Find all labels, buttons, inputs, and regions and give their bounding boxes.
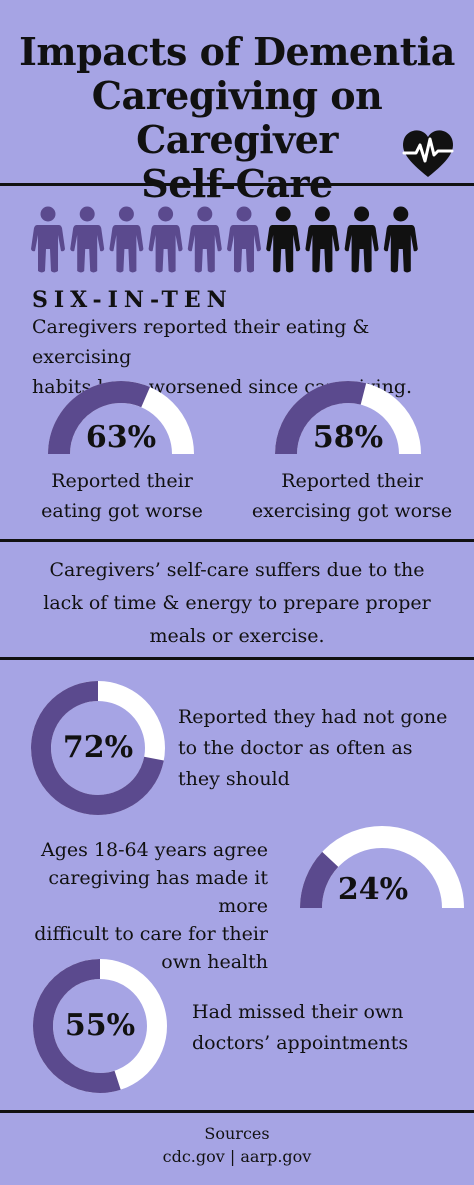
stat-doctor-visits-caption: Reported they had not gone to the doctor… bbox=[178, 702, 468, 795]
stat-missed-appointments-caption-line-1: Had missed their own bbox=[192, 1001, 404, 1023]
gauge-own-health bbox=[300, 826, 464, 909]
gauge-exercising bbox=[275, 381, 421, 455]
person-icon bbox=[31, 206, 65, 273]
stat-exercising-caption: Reported their exercising got worse bbox=[238, 466, 466, 526]
person-icon bbox=[383, 206, 418, 273]
stat-exercising-caption-line-1: Reported their bbox=[281, 470, 423, 492]
stat-doctor-visits-caption-line-1: Reported they had not gone bbox=[178, 706, 448, 728]
person-icon bbox=[187, 206, 222, 273]
stat-own-health-caption-line-3: difficult to care for their bbox=[34, 923, 268, 945]
gauge-eating-fill bbox=[48, 381, 150, 455]
divider-2 bbox=[0, 539, 474, 542]
stat-own-health-caption: Ages 18-64 years agree caregiving has ma… bbox=[10, 836, 268, 976]
sources-heading: Sources bbox=[204, 1124, 270, 1143]
stat-doctor-visits-caption-line-2: to the doctor as often as bbox=[178, 737, 413, 759]
person-icon bbox=[344, 206, 379, 273]
stat-exercising-caption-line-2: exercising got worse bbox=[251, 500, 453, 522]
title-line-1: Impacts of Dementia bbox=[19, 29, 455, 74]
middle-note-line-1: Caregivers’ self-care suffers due to the bbox=[49, 559, 425, 581]
six-in-ten-label: SIX-IN-TEN bbox=[32, 287, 233, 313]
middle-note-line-3: meals or exercise. bbox=[149, 625, 325, 647]
sources: Sources cdc.gov | aarp.gov bbox=[0, 1122, 474, 1168]
stat-exercising-value: 58% bbox=[312, 420, 384, 455]
ring-missed-appointments-fill bbox=[33, 959, 121, 1093]
person-icon bbox=[148, 206, 183, 273]
gauge-eating bbox=[48, 381, 194, 455]
ring-doctor-visits bbox=[31, 681, 165, 815]
gauge-exercising-fill bbox=[275, 381, 367, 455]
stat-own-health-value: 24% bbox=[337, 872, 409, 907]
stat-eating-value: 63% bbox=[85, 420, 157, 455]
stat-missed-appointments-value: 55% bbox=[64, 1008, 136, 1043]
heartbeat-icon bbox=[402, 130, 454, 177]
stat-own-health-caption-line-1: Ages 18-64 years agree bbox=[41, 839, 268, 861]
page-title: Impacts of Dementia Caregiving on Caregi… bbox=[0, 30, 474, 206]
person-icon bbox=[305, 206, 340, 273]
person-icon bbox=[266, 206, 301, 273]
six-in-ten-line-1: Caregivers reported their eating & exerc… bbox=[32, 316, 370, 368]
people-icon-row bbox=[31, 206, 418, 273]
stat-eating-caption-line-1: Reported their bbox=[51, 470, 193, 492]
divider-1 bbox=[0, 183, 474, 186]
stat-own-health-caption-line-2: caregiving has made it more bbox=[48, 867, 268, 917]
stat-own-health-caption-line-4: own health bbox=[161, 951, 268, 973]
stat-doctor-visits-value: 72% bbox=[62, 730, 134, 765]
middle-note-line-2: lack of time & energy to prepare proper bbox=[43, 592, 431, 614]
divider-3 bbox=[0, 657, 474, 660]
stat-doctor-visits-caption-line-3: they should bbox=[178, 768, 290, 790]
ring-doctor-visits-fill bbox=[31, 681, 164, 815]
divider-4 bbox=[0, 1110, 474, 1113]
title-line-2: Caregiving on Caregiver bbox=[91, 73, 383, 162]
sources-links: cdc.gov | aarp.gov bbox=[162, 1147, 312, 1166]
stat-eating-caption-line-2: eating got worse bbox=[41, 500, 203, 522]
stat-missed-appointments-caption-line-2: doctors’ appointments bbox=[192, 1032, 409, 1054]
person-icon bbox=[70, 206, 105, 273]
middle-note: Caregivers’ self-care suffers due to the… bbox=[0, 554, 474, 653]
stat-missed-appointments-caption: Had missed their own doctors’ appointmen… bbox=[192, 997, 468, 1059]
stat-eating-caption: Reported their eating got worse bbox=[22, 466, 222, 526]
ring-missed-appointments bbox=[33, 959, 167, 1093]
gauge-own-health-fill bbox=[300, 851, 339, 909]
person-icon bbox=[227, 206, 261, 273]
person-icon bbox=[109, 206, 144, 273]
